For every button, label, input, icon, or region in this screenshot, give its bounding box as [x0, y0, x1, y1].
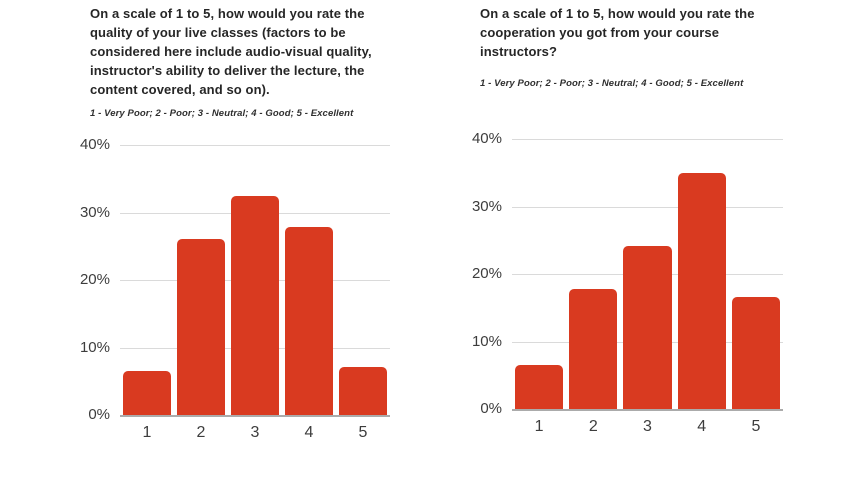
- bar-chart-plot: 0% 10% 20% 30% 40% 1 2 3 4 5: [80, 136, 390, 441]
- y-axis-tick-label: 0%: [88, 406, 110, 424]
- x-axis-tick-label: 5: [358, 424, 368, 441]
- bar-rating-3: [231, 196, 279, 415]
- bar-chart-plot: 0% 10% 20% 30% 40% 1 2 3 4 5: [472, 130, 783, 435]
- bar-rating-2: [569, 288, 618, 409]
- x-axis-tick-label: 5: [751, 418, 761, 435]
- bar-rating-1: [515, 365, 564, 409]
- chart-live-class-quality: On a scale of 1 to 5, how would you rate…: [60, 0, 410, 482]
- x-axis-tick-label: 4: [304, 424, 314, 441]
- bar-rating-4: [285, 227, 333, 415]
- y-axis-tick-label: 0%: [480, 400, 502, 418]
- y-axis-tick-label: 40%: [79, 136, 110, 154]
- y-axis-tick-label: 40%: [471, 130, 502, 148]
- bar-rating-3: [623, 245, 672, 409]
- y-gridline: [120, 145, 390, 146]
- y-axis-tick-label: 10%: [471, 332, 502, 350]
- x-axis-line: [512, 409, 783, 411]
- y-axis-tick-label: 20%: [471, 265, 502, 283]
- chart-instructor-cooperation: On a scale of 1 to 5, how would you rate…: [450, 0, 810, 482]
- y-gridline: [512, 139, 783, 140]
- x-axis-line: [120, 415, 390, 417]
- bar-rating-5: [339, 367, 387, 415]
- x-axis-tick-label: 3: [643, 418, 652, 435]
- y-axis-tick-label: 30%: [79, 203, 110, 221]
- chart-scale-legend: 1 - Very Poor; 2 - Poor; 3 - Neutral; 4 …: [480, 78, 744, 89]
- x-axis-tick-label: 4: [697, 418, 707, 435]
- bar-rating-4: [677, 172, 726, 409]
- chart-title: On a scale of 1 to 5, how would you rate…: [480, 6, 755, 59]
- chart-title: On a scale of 1 to 5, how would you rate…: [90, 6, 372, 97]
- x-axis-tick-label: 2: [196, 424, 206, 441]
- x-axis-tick-label: 1: [142, 424, 152, 441]
- chart-scale-legend: 1 - Very Poor; 2 - Poor; 3 - Neutral; 4 …: [90, 108, 354, 119]
- y-axis-tick-label: 20%: [79, 271, 110, 289]
- x-axis-tick-label: 2: [588, 418, 598, 435]
- bar-rating-5: [731, 296, 780, 409]
- x-axis-tick-label: 1: [534, 418, 544, 435]
- y-gridline: [512, 206, 783, 208]
- y-axis-tick-label: 30%: [471, 197, 502, 215]
- x-axis-tick-label: 3: [250, 424, 260, 441]
- bar-rating-1: [123, 371, 171, 415]
- y-axis-tick-label: 10%: [79, 338, 110, 356]
- bar-rating-2: [177, 238, 225, 415]
